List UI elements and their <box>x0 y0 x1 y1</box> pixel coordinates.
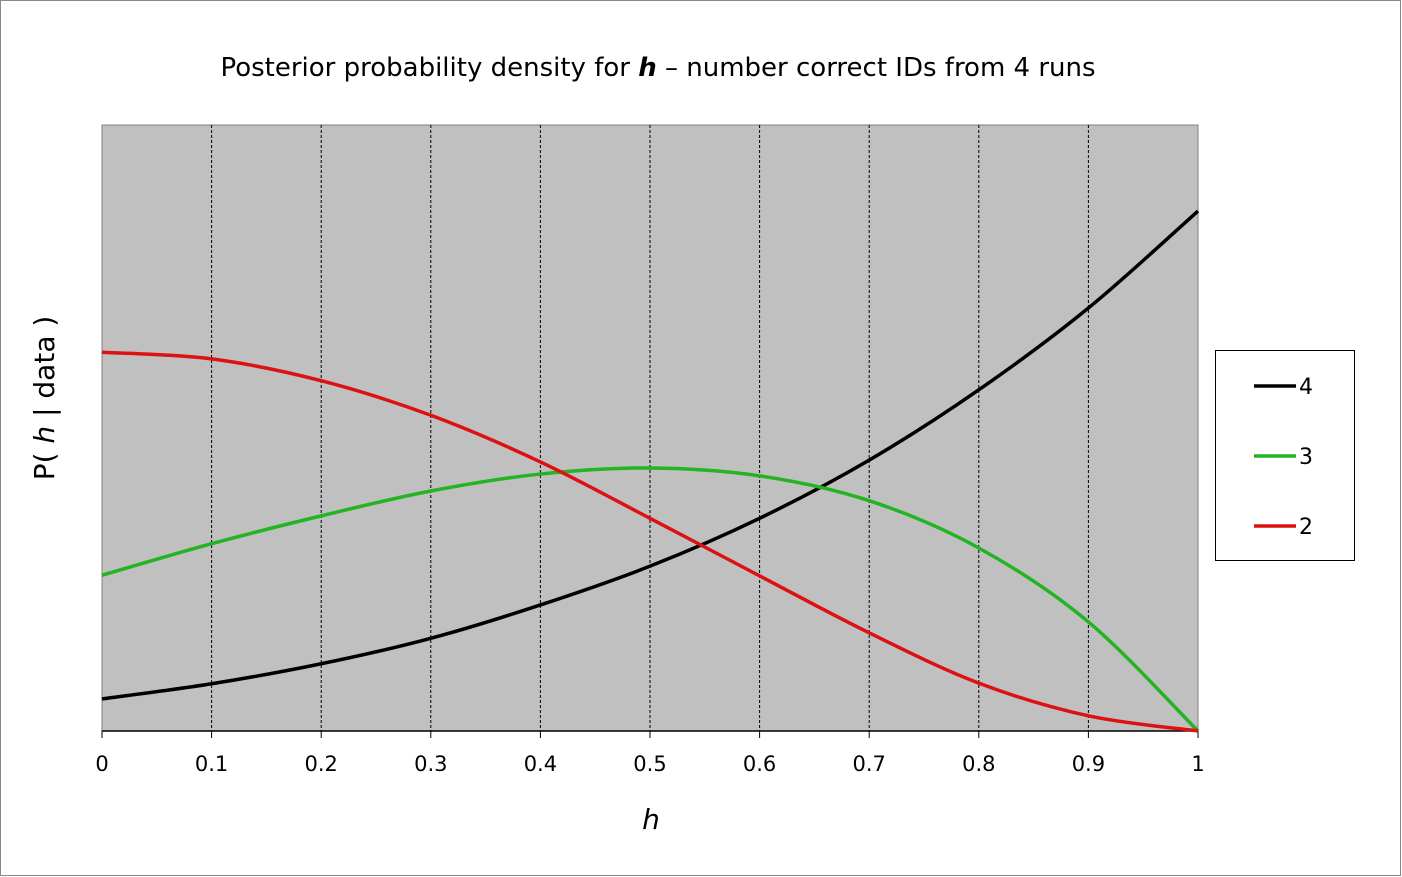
chart-title: Posterior probability density for h – nu… <box>220 53 1095 83</box>
x-tick-label: 0.2 <box>304 752 337 776</box>
series-line <box>101 350 1199 733</box>
x-tick-label: 0.4 <box>524 752 557 776</box>
x-tick-label: 0.3 <box>414 752 447 776</box>
x-tick-label: 0.8 <box>962 752 995 776</box>
x-tick-label: 0 <box>95 752 108 776</box>
x-tick-label: 0.1 <box>195 752 228 776</box>
x-tick-label: 0.6 <box>743 752 776 776</box>
title-part: – number correct IDs from 4 runs <box>657 53 1096 83</box>
x-tick-label: 1 <box>1191 752 1204 776</box>
legend-label: 2 <box>1299 515 1313 540</box>
x-axis-title: h <box>642 803 660 836</box>
title-part: Posterior probability density for <box>220 53 638 83</box>
series-line <box>101 466 1200 733</box>
plot-area: 0 0.1 0.2 0.3 0.4 0.5 0.6 0.7 0.8 0.9 1 <box>95 124 1205 776</box>
y-axis-title: P( h | data ) <box>28 316 61 481</box>
title-part: h <box>638 53 657 83</box>
series-line <box>101 209 1200 701</box>
legend-label: 4 <box>1299 375 1313 400</box>
legend-label: 3 <box>1299 445 1313 470</box>
x-tick-label: 0.9 <box>1072 752 1105 776</box>
x-tick-label: 0.7 <box>852 752 885 776</box>
y-label-part: P( <box>28 444 61 481</box>
x-tick-label: 0.5 <box>633 752 666 776</box>
y-label-part: h <box>28 426 61 444</box>
y-label-part: | data ) <box>28 316 61 426</box>
